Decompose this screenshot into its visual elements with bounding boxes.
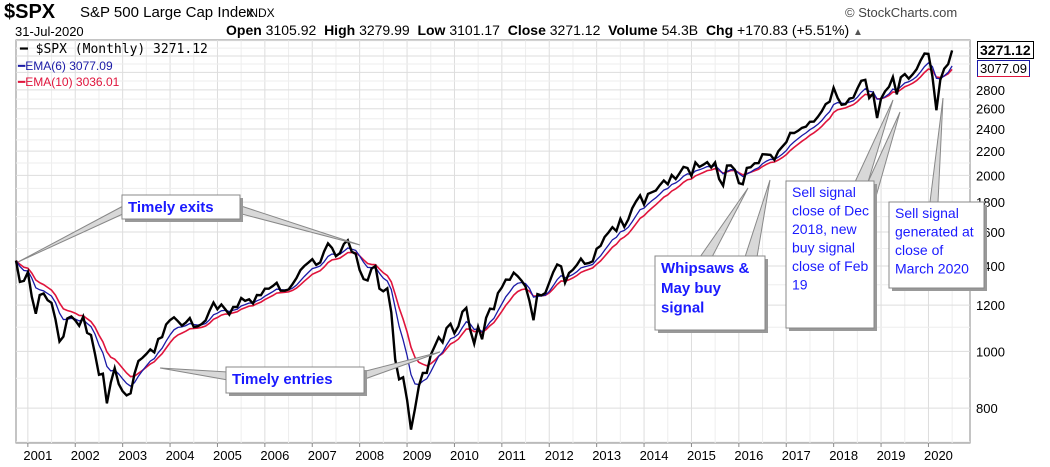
description: S&P 500 Large Cap Index xyxy=(80,4,255,21)
x-tick-label: 2007 xyxy=(308,448,337,463)
x-tick-label: 2006 xyxy=(260,448,289,463)
annotation-line: 19 xyxy=(792,276,808,292)
annotation-line: close of Feb xyxy=(792,258,868,274)
symbol: $SPX xyxy=(4,1,56,23)
annotation-line: May buy xyxy=(661,280,722,297)
legend-price-label: $SPX (Monthly) 3271.12 xyxy=(35,42,208,57)
chg-value: +170.83 (+5.51%) xyxy=(737,22,850,38)
y-tick-label: 2200 xyxy=(976,144,1005,159)
up-arrow-icon: ▲ xyxy=(853,27,863,38)
annotation-line: Whipsaws & xyxy=(661,260,750,277)
volume-value: 54.3B xyxy=(661,22,699,38)
low-label: Low xyxy=(417,22,446,38)
ohlc-bar: Open 3105.92 High 3279.99 Low 3101.17 Cl… xyxy=(226,22,863,38)
annotation-line: March 2020 xyxy=(895,260,969,276)
chg-label: Chg xyxy=(705,22,734,38)
high-value: 3279.99 xyxy=(359,22,410,38)
annotation-line: Timely entries xyxy=(232,371,333,388)
x-tick-label: 2013 xyxy=(592,448,621,463)
open-label: Open xyxy=(226,22,262,38)
annotation-text: Whipsaws & May buy signal xyxy=(661,260,750,317)
close-label: Close xyxy=(507,22,546,38)
annotation-box xyxy=(225,366,365,394)
annotation-box xyxy=(654,255,766,331)
x-tick-label: 2015 xyxy=(687,448,716,463)
x-tick-label: 2003 xyxy=(118,448,147,463)
high-label: High xyxy=(324,22,356,38)
y-tick-label: 2800 xyxy=(976,83,1005,98)
last-price-tag: 3271.12 xyxy=(977,41,1034,59)
low-value: 3101.17 xyxy=(449,22,500,38)
annotation-box xyxy=(785,180,875,329)
annotation-text: Timely entries xyxy=(232,371,333,388)
brand: © StockCharts.com xyxy=(845,5,958,20)
x-tick-label: 2012 xyxy=(545,448,574,463)
annotation-box xyxy=(888,201,985,289)
legend-price: ━ $SPX (Monthly) 3271.12 xyxy=(20,42,208,57)
annotation-line: signal xyxy=(661,300,704,317)
annotation-line: Timely exits xyxy=(128,199,214,216)
annotation-box xyxy=(121,194,241,220)
legend-ema10: ━EMA(10) 3036.01 xyxy=(18,75,120,89)
close-value: 3271.12 xyxy=(549,22,601,38)
x-tick-label: 2010 xyxy=(450,448,479,463)
x-tick-label: 2001 xyxy=(23,448,52,463)
x-tick-label: 2011 xyxy=(498,448,526,463)
x-tick-label: 2018 xyxy=(829,448,858,463)
annotation-text: Sell signal generated at close of March 202… xyxy=(895,205,974,276)
annotation-line: close of xyxy=(895,242,943,258)
y-tick-label: 1000 xyxy=(976,344,1005,359)
legend-ema6: ━EMA(6) 3077.09 xyxy=(18,59,113,73)
x-tick-label: 2002 xyxy=(71,448,100,463)
annotation-line: 2018, new xyxy=(792,221,857,237)
annotation-line: Sell signal xyxy=(792,184,856,200)
y-tick-label: 2000 xyxy=(976,168,1005,183)
y-tick-label: 1200 xyxy=(976,298,1005,313)
x-tick-label: 2016 xyxy=(734,448,763,463)
y-tick-label: 2400 xyxy=(976,122,1005,137)
x-tick-label: 2004 xyxy=(166,448,195,463)
x-tick-label: 2017 xyxy=(782,448,811,463)
annotation-line: buy signal xyxy=(792,239,855,255)
price-line xyxy=(14,50,954,430)
legend-ema10-label: EMA(10) 3036.01 xyxy=(25,75,120,89)
open-value: 3105.92 xyxy=(265,22,317,38)
x-tick-label: 2020 xyxy=(924,448,953,463)
x-tick-label: 2009 xyxy=(403,448,432,463)
annotation-line: Sell signal xyxy=(895,205,959,221)
x-tick-label: 2008 xyxy=(355,448,384,463)
exchange: INDX xyxy=(246,6,275,20)
y-tick-label: 800 xyxy=(976,401,998,416)
x-tick-label: 2019 xyxy=(877,448,906,463)
legend-ema6-label: EMA(6) 3077.09 xyxy=(25,59,113,73)
date: 31-Jul-2020 xyxy=(15,24,84,39)
ema6-tag: 3077.09 xyxy=(977,60,1030,77)
x-tick-label: 2014 xyxy=(640,448,669,463)
annotation-line: generated at xyxy=(895,223,974,239)
y-tick-label: 2600 xyxy=(976,102,1005,117)
volume-label: Volume xyxy=(608,22,658,38)
annotation-line: close of Dec xyxy=(792,202,869,218)
annotation-text: Timely exits xyxy=(128,199,214,216)
annotation-text: Sell signal close of Dec 2018, new buy sign… xyxy=(792,184,869,292)
x-tick-label: 2005 xyxy=(213,448,242,463)
